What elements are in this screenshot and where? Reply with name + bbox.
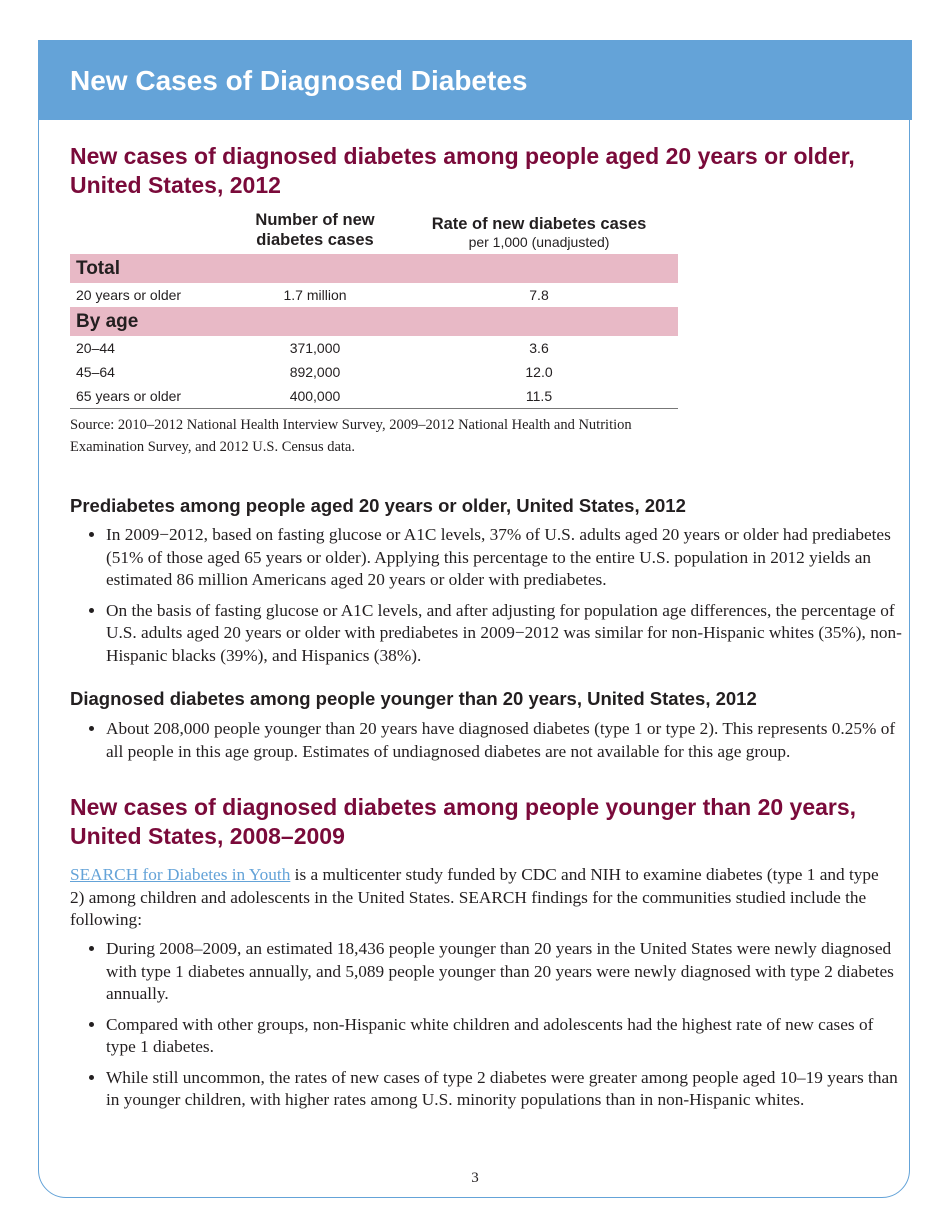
column-header: Number of new diabetes cases [230, 210, 400, 254]
page-title: New Cases of Diagnosed Diabetes [70, 65, 528, 96]
subheading: Prediabetes among people aged 20 years o… [70, 495, 686, 516]
section-title: By age [70, 307, 678, 336]
column-header-text: Rate of new diabetes cases [431, 215, 647, 233]
source-note: Source: 2010–2012 National Health Interv… [70, 417, 632, 455]
column-header: Rate of new diabetes cases per 1,000 (una… [400, 210, 678, 254]
intro-text: is a multicenter study funded by CDC and… [70, 865, 879, 929]
table-row: 65 years or older 400,000 11.5 [70, 384, 678, 409]
table-cell: 45–64 [76, 364, 115, 380]
table-cell: 400,000 [230, 384, 400, 409]
column-header [70, 210, 230, 254]
bullet-item: While still uncommon, the rates of new c… [106, 1067, 906, 1112]
section-heading: New cases of diagnosed diabetes among pe… [70, 793, 856, 851]
section-row: By age [70, 307, 678, 336]
table-cell: 371,000 [289, 340, 341, 356]
section-heading: New cases of diagnosed diabetes among pe… [70, 142, 855, 200]
heading-line: United States, 2012 [70, 172, 281, 198]
subheading: Diagnosed diabetes among people younger … [70, 688, 757, 709]
table-row: 20–44 371,000 3.6 [70, 336, 678, 360]
page-number: 3 [471, 1170, 479, 1186]
data-table: Number of new diabetes cases Rate of new… [70, 210, 678, 409]
section-row: Total [70, 254, 678, 283]
column-subheader: per 1,000 (unadjusted) [468, 234, 610, 250]
section-title: Total [70, 254, 678, 283]
bullet-item: During 2008–2009, an estimated 18,436 pe… [106, 938, 906, 1006]
table-cell: 20 years or older [76, 287, 182, 303]
table-cell: 65 years or older [70, 384, 230, 409]
bullet-item: In 2009−2012, based on fasting glucose o… [106, 524, 906, 592]
table-row: 45–64 892,000 12.0 [70, 360, 678, 384]
table-cell: 7.8 [529, 287, 549, 303]
bullet-list: During 2008–2009, an estimated 18,436 pe… [86, 938, 906, 1120]
table-cell: 20–44 [76, 340, 115, 356]
table-cell: 892,000 [289, 364, 341, 380]
table-cell: 12.0 [525, 364, 553, 380]
bullet-list: About 208,000 people younger than 20 yea… [86, 718, 906, 771]
table-cell: 11.5 [400, 384, 678, 409]
heading-line: United States, 2008–2009 [70, 823, 345, 849]
table-cell: 1.7 million [283, 287, 347, 303]
table-header: Number of new diabetes cases Rate of new… [70, 210, 678, 254]
bullet-list: In 2009−2012, based on fasting glucose o… [86, 524, 906, 675]
table-row: 20 years or older 1.7 million 7.8 [70, 283, 678, 307]
bullet-item: About 208,000 people younger than 20 yea… [106, 718, 906, 763]
heading-line: New cases of diagnosed diabetes among pe… [70, 794, 857, 820]
bullet-item: On the basis of fasting glucose or A1C l… [106, 600, 906, 668]
column-header-text: Number of new diabetes cases [255, 211, 375, 249]
bullet-item: Compared with other groups, non-Hispanic… [106, 1014, 906, 1059]
heading-line: New cases of diagnosed diabetes among pe… [70, 143, 855, 169]
header-banner: New Cases of Diagnosed Diabetes [38, 40, 912, 120]
table-body: Total 20 years or older 1.7 million 7.8 By a… [70, 254, 678, 409]
intro-paragraph: SEARCH for Diabetes in Youth is a multic… [70, 864, 890, 932]
search-link[interactable]: SEARCH for Diabetes in Youth [70, 865, 291, 884]
table-cell: 3.6 [529, 340, 549, 356]
